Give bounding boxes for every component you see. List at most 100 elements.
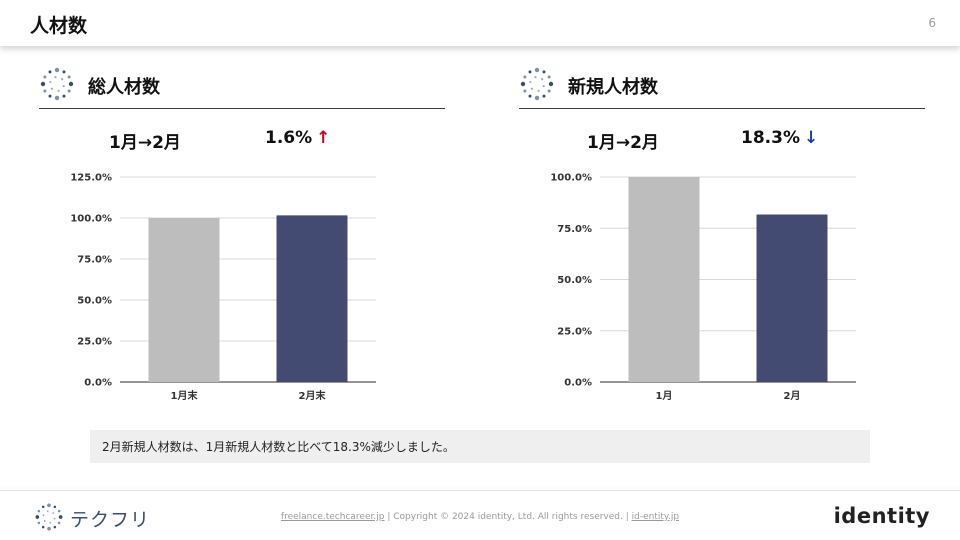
panel-new-change-value: 18.3% xyxy=(741,128,800,148)
logo-dot xyxy=(54,67,60,73)
footer-separator: | xyxy=(387,512,391,522)
copyright-text: Copyright © 2024 identity, Ltd. All righ… xyxy=(393,512,623,522)
panel-total-title: 総人材数 xyxy=(88,77,160,98)
logo-dot xyxy=(50,87,53,90)
arrow-up-icon: ↑ xyxy=(316,128,331,148)
logo-dot xyxy=(528,70,532,74)
panel-total-change-value: 1.6% xyxy=(265,128,313,148)
logo-dot xyxy=(47,503,51,508)
panel-total: 総人材数 1月→2月 1.6% ↑ xyxy=(39,64,445,153)
identity-logo: identity xyxy=(833,504,930,528)
logo-dot xyxy=(68,81,74,87)
y-tick-label: 0.0% xyxy=(84,378,112,389)
logo-dot xyxy=(542,84,545,88)
footer-divider xyxy=(0,490,960,491)
panel-new: 新規人材数 1月→2月 18.3% ↓ xyxy=(519,64,925,153)
y-tick-label: 50.0% xyxy=(557,275,592,286)
bar xyxy=(276,215,348,382)
logo-dot xyxy=(48,70,52,74)
panel-new-title: 新規人材数 xyxy=(568,77,658,98)
logo-dot xyxy=(52,512,55,514)
logo-dot xyxy=(37,509,41,513)
logo-dot xyxy=(523,89,527,93)
new-talent-bar-chart: 0.0% 25.0% 50.0% 75.0% 100.0% 1月 2月 xyxy=(550,173,856,402)
logo-dot xyxy=(41,525,45,529)
x-tick-label: 2月 xyxy=(784,390,801,402)
y-tick-label: 75.0% xyxy=(557,224,592,235)
bar xyxy=(628,177,700,382)
techfree-dots-icon xyxy=(520,67,554,101)
logo-dot xyxy=(58,515,63,519)
logo-dot xyxy=(537,89,540,92)
logo-dot xyxy=(534,67,540,73)
page-header: 人材数 6 xyxy=(0,0,960,46)
logo-dot xyxy=(46,510,49,513)
logo-dot xyxy=(41,505,45,509)
logo-dot xyxy=(529,80,532,84)
logo-dot xyxy=(53,525,57,529)
logo-dot xyxy=(62,94,66,98)
logo-dot xyxy=(53,505,57,509)
logo-dot xyxy=(548,81,554,87)
x-tick-label: 2月末 xyxy=(299,389,327,402)
logo-dot xyxy=(67,75,71,79)
logo-dot xyxy=(37,521,41,525)
freelance-link[interactable]: freelance.techcareer.jp xyxy=(280,512,385,522)
logo-dot xyxy=(57,509,61,513)
identity-link[interactable]: id-entity.jp xyxy=(631,512,680,522)
logo-dot xyxy=(62,84,65,88)
logo-dot xyxy=(54,95,60,101)
logo-dot xyxy=(49,80,52,84)
logo-dot xyxy=(57,89,60,92)
page-title: 人材数 xyxy=(30,15,88,37)
logo-dot xyxy=(67,89,71,93)
page-number: 6 xyxy=(928,16,936,30)
logo-dot xyxy=(62,70,66,74)
logo-dot xyxy=(547,89,551,93)
footer-copyright-line: freelance.techcareer.jp | Copyright © 20… xyxy=(0,512,960,522)
logo-dot xyxy=(520,81,526,87)
logo-dot xyxy=(534,76,537,79)
logo-dot xyxy=(43,75,47,79)
logo-dot xyxy=(35,515,40,519)
techfree-dots-icon xyxy=(40,67,74,101)
logo-dot xyxy=(528,94,532,98)
logo-dot xyxy=(541,78,544,81)
logo-dot xyxy=(57,521,61,525)
arrow-down-icon: ↓ xyxy=(803,128,819,148)
total-talent-bar-chart: 0.0% 25.0% 50.0% 75.0% 100.0% 125.0% 1月末 2月末 xyxy=(70,173,376,402)
y-tick-label: 100.0% xyxy=(70,214,112,225)
panel-new-period: 1月→2月 xyxy=(587,133,659,153)
y-tick-label: 100.0% xyxy=(550,173,592,184)
logo-dot xyxy=(530,87,533,90)
panel-total-change: 1.6% ↑ xyxy=(265,128,330,148)
logo-dot xyxy=(43,89,47,93)
brand-logo-text: テクフリ xyxy=(70,509,151,531)
x-tick-label: 1月 xyxy=(656,390,673,402)
bar xyxy=(148,218,220,382)
y-tick-label: 125.0% xyxy=(70,173,112,184)
summary-note: 2月新規人材数は、1月新規人材数と比べて18.3%減少しました。 xyxy=(90,430,870,463)
techfree-dots-icon xyxy=(35,503,63,531)
logo-dot xyxy=(534,95,540,101)
logo-dot xyxy=(43,520,46,522)
logo-dot xyxy=(53,517,56,520)
bar xyxy=(756,214,828,382)
logo-dot xyxy=(547,75,551,79)
y-tick-label: 0.0% xyxy=(564,378,592,389)
logo-dot xyxy=(542,94,546,98)
y-tick-label: 25.0% xyxy=(557,326,592,337)
logo-dot xyxy=(49,521,52,524)
logo-dot xyxy=(47,526,51,531)
logo-dot xyxy=(42,514,45,517)
x-tick-label: 1月末 xyxy=(171,389,199,402)
y-tick-label: 25.0% xyxy=(77,337,112,348)
footer-separator: | xyxy=(625,512,629,522)
panel-new-heading: 新規人材数 xyxy=(519,64,925,109)
y-tick-label: 50.0% xyxy=(77,296,112,307)
panel-new-change: 18.3% ↓ xyxy=(741,128,818,148)
panel-total-period: 1月→2月 xyxy=(109,133,181,153)
logo-dot xyxy=(61,78,64,81)
logo-dot xyxy=(48,94,52,98)
logo-dot xyxy=(40,81,46,87)
